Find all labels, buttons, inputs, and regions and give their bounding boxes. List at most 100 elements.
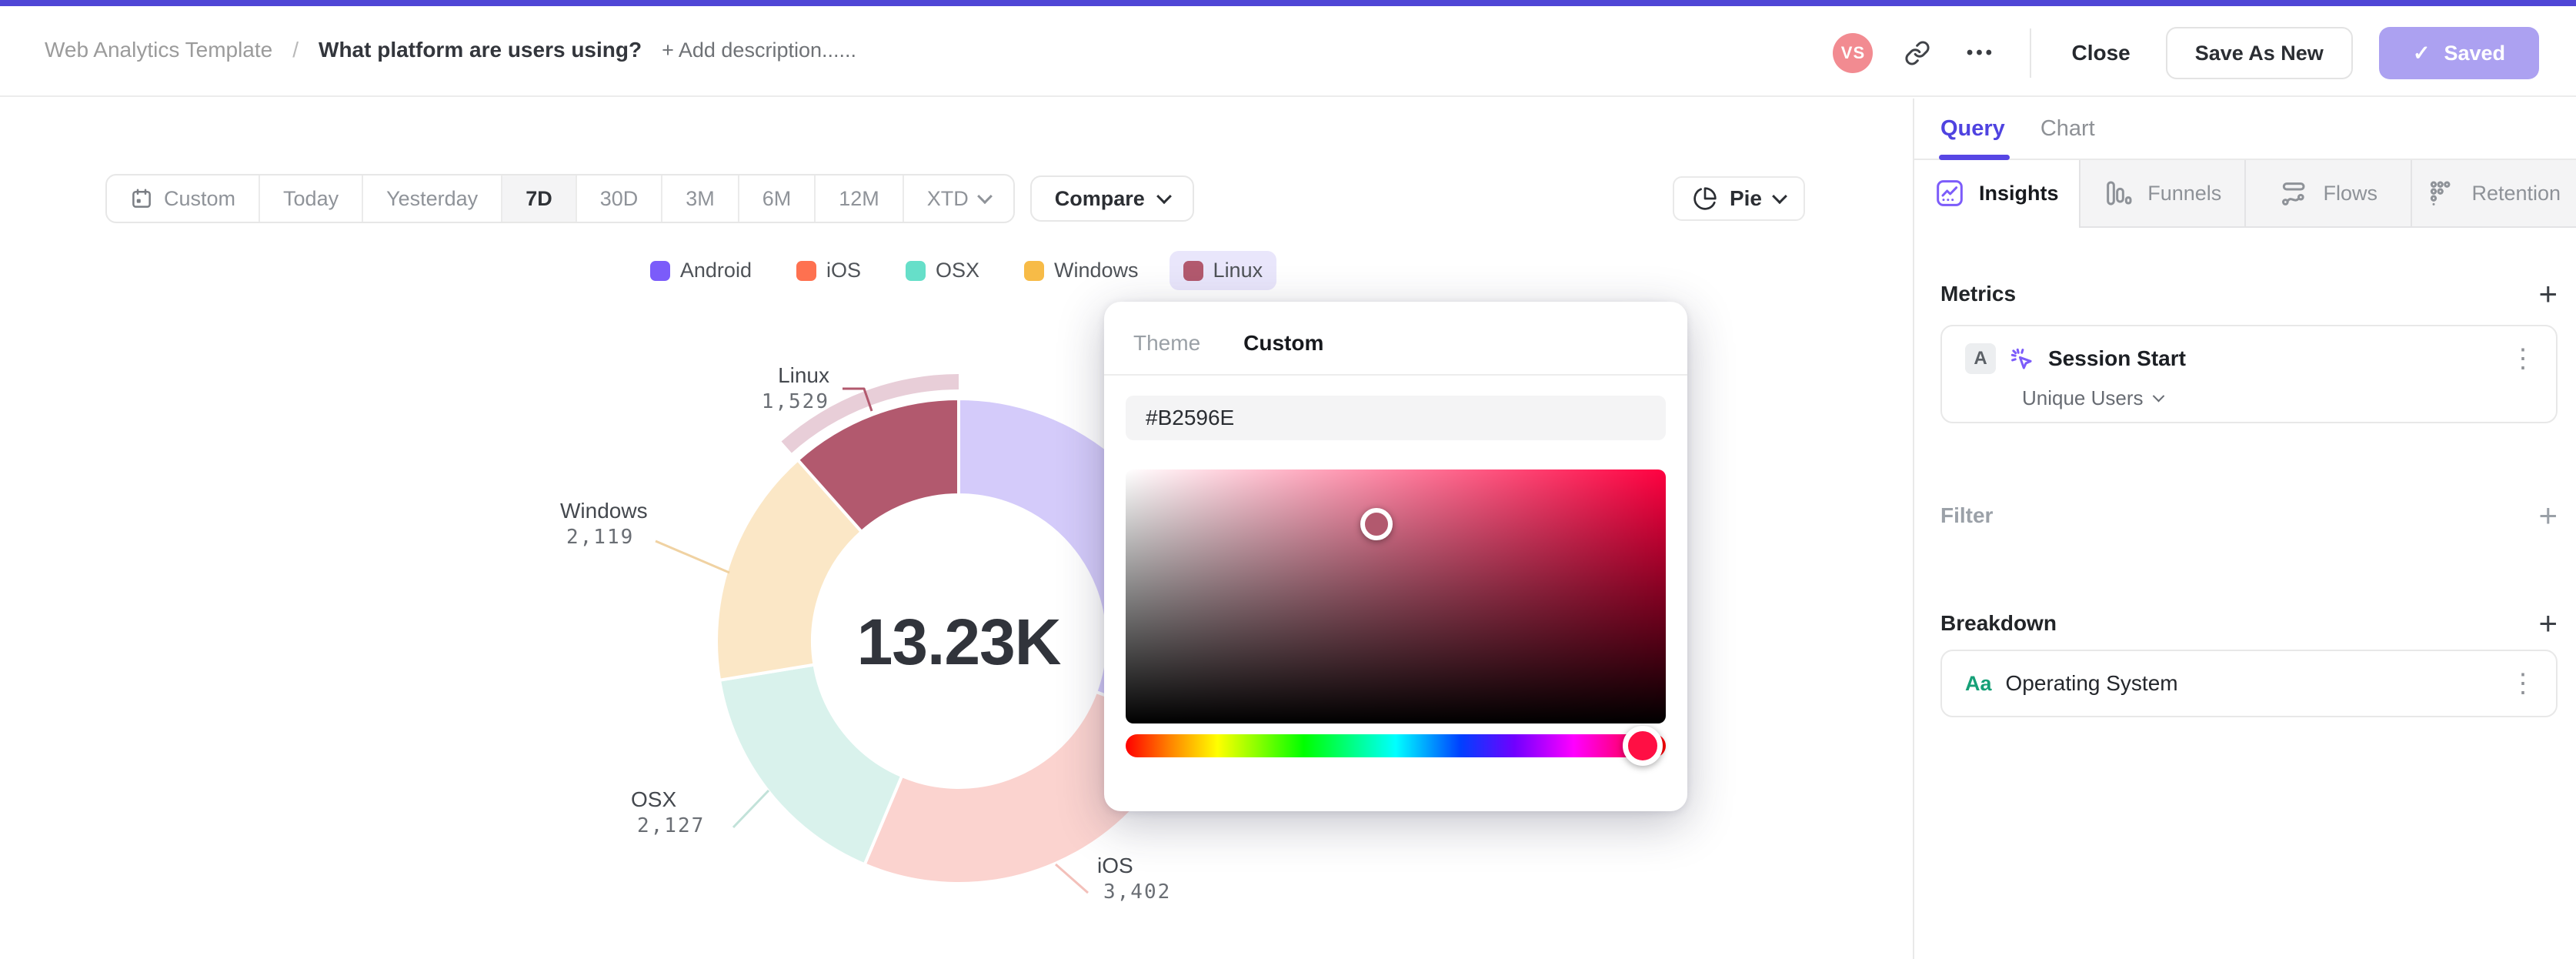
filter-heading: Filter — [1940, 503, 1994, 527]
mode-tab-retention[interactable]: Retention — [2410, 160, 2576, 228]
chevron-down-icon — [1156, 189, 1172, 205]
range-30d[interactable]: 30D — [575, 175, 662, 222]
mode-tab-funnels[interactable]: Funnels — [2078, 160, 2244, 228]
legend-label: OSX — [935, 259, 980, 282]
metric-label: Session Start — [2048, 346, 2186, 370]
metric-aggregation-dropdown[interactable]: Unique Users — [2022, 386, 2536, 410]
metric-card[interactable]: A Session Start ⋮ Unique Users — [1940, 325, 2558, 423]
legend-label: Android — [679, 259, 752, 282]
compare-button[interactable]: Compare — [1029, 175, 1194, 222]
metrics-heading: Metrics — [1940, 282, 2017, 306]
hex-color-input[interactable] — [1126, 396, 1666, 440]
header-divider — [2030, 28, 2032, 78]
slice-linux[interactable] — [796, 396, 960, 534]
chart-type-button[interactable]: Pie — [1672, 176, 1805, 221]
date-range-group: Custom Today Yesterday 7D 30D 3M 6M 12M XTD — [105, 174, 1015, 223]
chevron-down-icon — [976, 189, 993, 205]
date-range-toolbar: Custom Today Yesterday 7D 30D 3M 6M 12M XTD Comp… — [105, 174, 1194, 223]
avatar[interactable]: VS — [1833, 33, 1874, 73]
mode-tab-label: Retention — [2471, 181, 2561, 205]
chart-type-label: Pie — [1729, 186, 1762, 210]
aggregation-label: Unique Users — [2022, 386, 2144, 409]
slice-label-windows: Windows 2,119 — [560, 497, 737, 551]
legend-swatch — [905, 260, 926, 281]
add-filter-button[interactable]: + — [2538, 497, 2558, 533]
query-sidebar: Query Chart Insights Funnels Flows Retention… — [1913, 99, 2576, 959]
picker-tab-theme[interactable]: Theme — [1133, 331, 1201, 355]
legend-label: Windows — [1054, 259, 1139, 282]
slice-label-name: iOS — [1097, 854, 1133, 877]
label-connector-linux — [843, 387, 873, 412]
mode-tab-label: Insights — [1978, 181, 2059, 205]
pie-chart-icon — [1693, 187, 1717, 210]
more-options-icon[interactable]: ••• — [1966, 42, 1996, 63]
save-as-new-button[interactable]: Save As New — [2165, 27, 2353, 79]
page-title[interactable]: What platform are users using? — [319, 38, 642, 62]
hue-slider[interactable] — [1126, 726, 1666, 766]
legend-swatch — [1024, 260, 1045, 281]
label-connector-windows — [655, 540, 730, 574]
breakdown-card[interactable]: Aa Operating System ⋮ — [1940, 650, 2558, 717]
top-accent-bar — [0, 0, 2576, 6]
add-metric-button[interactable]: + — [2538, 276, 2558, 312]
saved-label: Saved — [2444, 41, 2505, 65]
legend-label: Linux — [1213, 259, 1263, 282]
retention-icon — [2427, 178, 2458, 209]
flows-icon — [2278, 178, 2309, 209]
funnels-icon — [2103, 178, 2134, 209]
slice-label-ios: iOS 3,402 — [1097, 852, 1274, 906]
range-6m[interactable]: 6M — [737, 175, 815, 222]
hue-handle[interactable] — [1622, 726, 1663, 766]
calendar-icon — [132, 189, 151, 208]
mode-tab-flows[interactable]: Flows — [2244, 160, 2411, 228]
picker-tab-custom[interactable]: Custom — [1243, 331, 1324, 355]
close-button[interactable]: Close — [2071, 41, 2131, 65]
range-12m[interactable]: 12M — [814, 175, 903, 222]
popup-divider — [1104, 374, 1687, 376]
legend-swatch — [649, 260, 670, 281]
range-3m[interactable]: 3M — [661, 175, 738, 222]
add-description-button[interactable]: + Add description...... — [662, 38, 856, 62]
label-connector-ios — [1055, 863, 1089, 894]
metric-menu-icon[interactable]: ⋮ — [2510, 344, 2536, 373]
top-bar: Web Analytics Template / What platform a… — [0, 0, 2576, 97]
legend-swatch — [1183, 260, 1203, 281]
legend-item-android[interactable]: Android — [636, 251, 766, 290]
slice-label-value: 3,402 — [1103, 880, 1172, 904]
breakdown-heading: Breakdown — [1940, 611, 2057, 635]
range-yesterday[interactable]: Yesterday — [362, 175, 501, 222]
saturation-area[interactable] — [1126, 469, 1666, 723]
legend-item-windows[interactable]: Windows — [1010, 251, 1153, 290]
slice-label-name: Linux — [778, 363, 829, 387]
sidebar-tabs: Query Chart — [1914, 99, 2576, 160]
range-7d[interactable]: 7D — [501, 175, 576, 222]
range-custom[interactable]: Custom — [107, 175, 259, 222]
string-property-icon: Aa — [1965, 671, 1992, 695]
breakdown-menu-icon[interactable]: ⋮ — [2510, 669, 2536, 698]
sidebar-tab-chart[interactable]: Chart — [2040, 115, 2095, 141]
sidebar-tab-query[interactable]: Query — [1940, 115, 2005, 141]
slice-label-osx: OSX 2,127 — [631, 786, 808, 840]
legend-item-osx[interactable]: OSX — [892, 251, 993, 290]
breakdown-label: Operating System — [2005, 671, 2178, 695]
slice-label-value: 2,119 — [566, 526, 635, 549]
color-picker-popup: Theme Custom — [1104, 302, 1687, 811]
legend-item-linux[interactable]: Linux — [1169, 251, 1277, 290]
slice-osx[interactable] — [717, 663, 904, 867]
add-breakdown-button[interactable]: + — [2538, 605, 2558, 641]
chart-canvas: Custom Today Yesterday 7D 30D 3M 6M 12M XTD Comp… — [0, 99, 1913, 959]
saved-button[interactable]: ✓ Saved — [2378, 27, 2539, 79]
breadcrumb-root[interactable]: Web Analytics Template — [45, 38, 273, 62]
mode-tab-label: Flows — [2323, 181, 2377, 205]
mode-tab-label: Funnels — [2147, 181, 2222, 205]
saturation-handle[interactable] — [1360, 507, 1393, 540]
legend-item-ios[interactable]: iOS — [782, 251, 875, 290]
check-icon: ✓ — [2412, 41, 2431, 65]
mode-tab-insights[interactable]: Insights — [1914, 160, 2079, 228]
share-link-icon[interactable] — [1899, 35, 1936, 72]
slice-windows[interactable] — [715, 457, 864, 683]
range-xtd[interactable]: XTD — [902, 175, 1013, 222]
compare-label: Compare — [1054, 186, 1145, 210]
range-today[interactable]: Today — [259, 175, 362, 222]
